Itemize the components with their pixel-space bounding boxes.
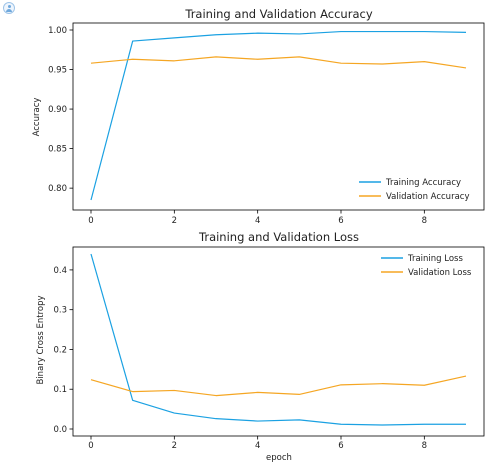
legend-label-validation-loss: Validation Loss xyxy=(408,268,472,278)
accuracy-plot-area xyxy=(72,22,485,211)
loss-x-tick-label: 8 xyxy=(422,441,427,451)
loss-y-tick-label: 0.3 xyxy=(53,306,67,316)
loss-x-tick-label: 2 xyxy=(172,441,177,451)
legend-label-validation-accuracy: Validation Accuracy xyxy=(386,192,469,202)
loss-y-axis-label: Binary Cross Entropy xyxy=(36,295,46,384)
accuracy-x-tick-label: 2 xyxy=(172,216,177,226)
accuracy-x-tick-label: 8 xyxy=(422,216,427,226)
accuracy-y-tick-label: 1.00 xyxy=(48,26,67,36)
loss-plot-area xyxy=(72,246,485,437)
loss-y-tick-label: 0.1 xyxy=(53,385,67,395)
accuracy-x-tick-label: 4 xyxy=(255,216,260,226)
legend-label-training-accuracy: Training Accuracy xyxy=(385,178,461,188)
loss-x-axis: 0 2 4 6 8 xyxy=(88,436,427,451)
loss-x-tick-label: 4 xyxy=(255,441,260,451)
accuracy-y-axis-label: Accuracy xyxy=(32,98,42,137)
loss-legend: Training Loss Validation Loss xyxy=(381,254,472,278)
series-line-training-accuracy xyxy=(90,30,467,201)
user-icon[interactable] xyxy=(3,2,15,14)
series-line-training-loss xyxy=(90,253,466,426)
accuracy-chart-title: Training and Validation Accuracy xyxy=(184,7,372,21)
loss-y-tick-label: 0.2 xyxy=(53,345,67,355)
accuracy-x-axis: 0 2 4 6 8 xyxy=(88,210,427,226)
loss-x-tick-label: 6 xyxy=(338,441,343,451)
loss-chart-title: Training and Validation Loss xyxy=(198,230,359,244)
loss-y-axis: 0.0 0.1 0.2 0.3 0.4 xyxy=(53,266,73,435)
accuracy-x-tick-label: 0 xyxy=(88,216,93,226)
accuracy-y-tick-label: 0.95 xyxy=(48,66,67,76)
loss-series xyxy=(90,253,467,426)
series-line-validation-loss xyxy=(90,375,467,397)
loss-x-axis-label: epoch xyxy=(266,453,292,463)
loss-y-tick-label: 0.4 xyxy=(53,266,67,276)
accuracy-y-tick-label: 0.85 xyxy=(48,145,67,155)
accuracy-y-axis: 0.80 0.85 0.90 0.95 1.00 xyxy=(48,26,73,194)
loss-x-tick-label: 0 xyxy=(88,441,93,451)
legend-label-training-loss: Training Loss xyxy=(407,254,463,264)
accuracy-x-tick-label: 6 xyxy=(338,216,343,226)
loss-y-tick-label: 0.0 xyxy=(53,425,67,435)
accuracy-series xyxy=(90,30,467,201)
accuracy-y-tick-label: 0.80 xyxy=(48,184,67,194)
accuracy-legend: Training Accuracy Validation Accuracy xyxy=(359,178,469,202)
accuracy-chart: Training and Validation Accuracy 0 2 4 6 8 0… xyxy=(32,7,485,226)
accuracy-y-tick-label: 0.90 xyxy=(48,105,67,115)
series-line-validation-accuracy xyxy=(90,56,467,69)
